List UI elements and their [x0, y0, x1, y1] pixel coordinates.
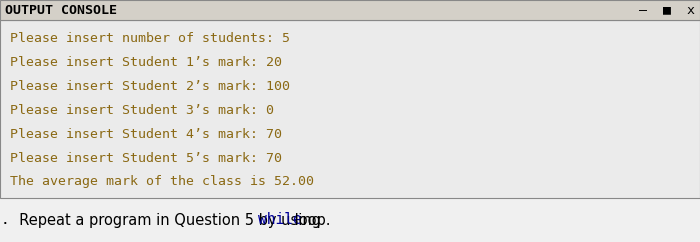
Text: –  ■  x: – ■ x — [639, 3, 695, 16]
Text: Please insert Student 5’s mark: 70: Please insert Student 5’s mark: 70 — [10, 151, 282, 165]
Bar — [0, 0, 700, 20]
Bar — [0, 20, 700, 198]
Text: while: while — [258, 212, 302, 227]
Text: Please insert Student 1’s mark: 20: Please insert Student 1’s mark: 20 — [10, 55, 282, 68]
Text: Please insert number of students: 5: Please insert number of students: 5 — [10, 31, 290, 45]
Text: .: . — [2, 212, 7, 227]
Text: Please insert Student 2’s mark: 100: Please insert Student 2’s mark: 100 — [10, 80, 290, 92]
Text: loop.: loop. — [290, 212, 330, 227]
Text: Please insert Student 3’s mark: 0: Please insert Student 3’s mark: 0 — [10, 104, 274, 116]
Text: Repeat a program in Question 5 by using: Repeat a program in Question 5 by using — [10, 212, 326, 227]
Text: OUTPUT CONSOLE: OUTPUT CONSOLE — [5, 3, 117, 16]
Text: .: . — [2, 212, 7, 227]
Text: Please insert Student 4’s mark: 70: Please insert Student 4’s mark: 70 — [10, 128, 282, 141]
Text: The average mark of the class is 52.00: The average mark of the class is 52.00 — [10, 175, 314, 189]
